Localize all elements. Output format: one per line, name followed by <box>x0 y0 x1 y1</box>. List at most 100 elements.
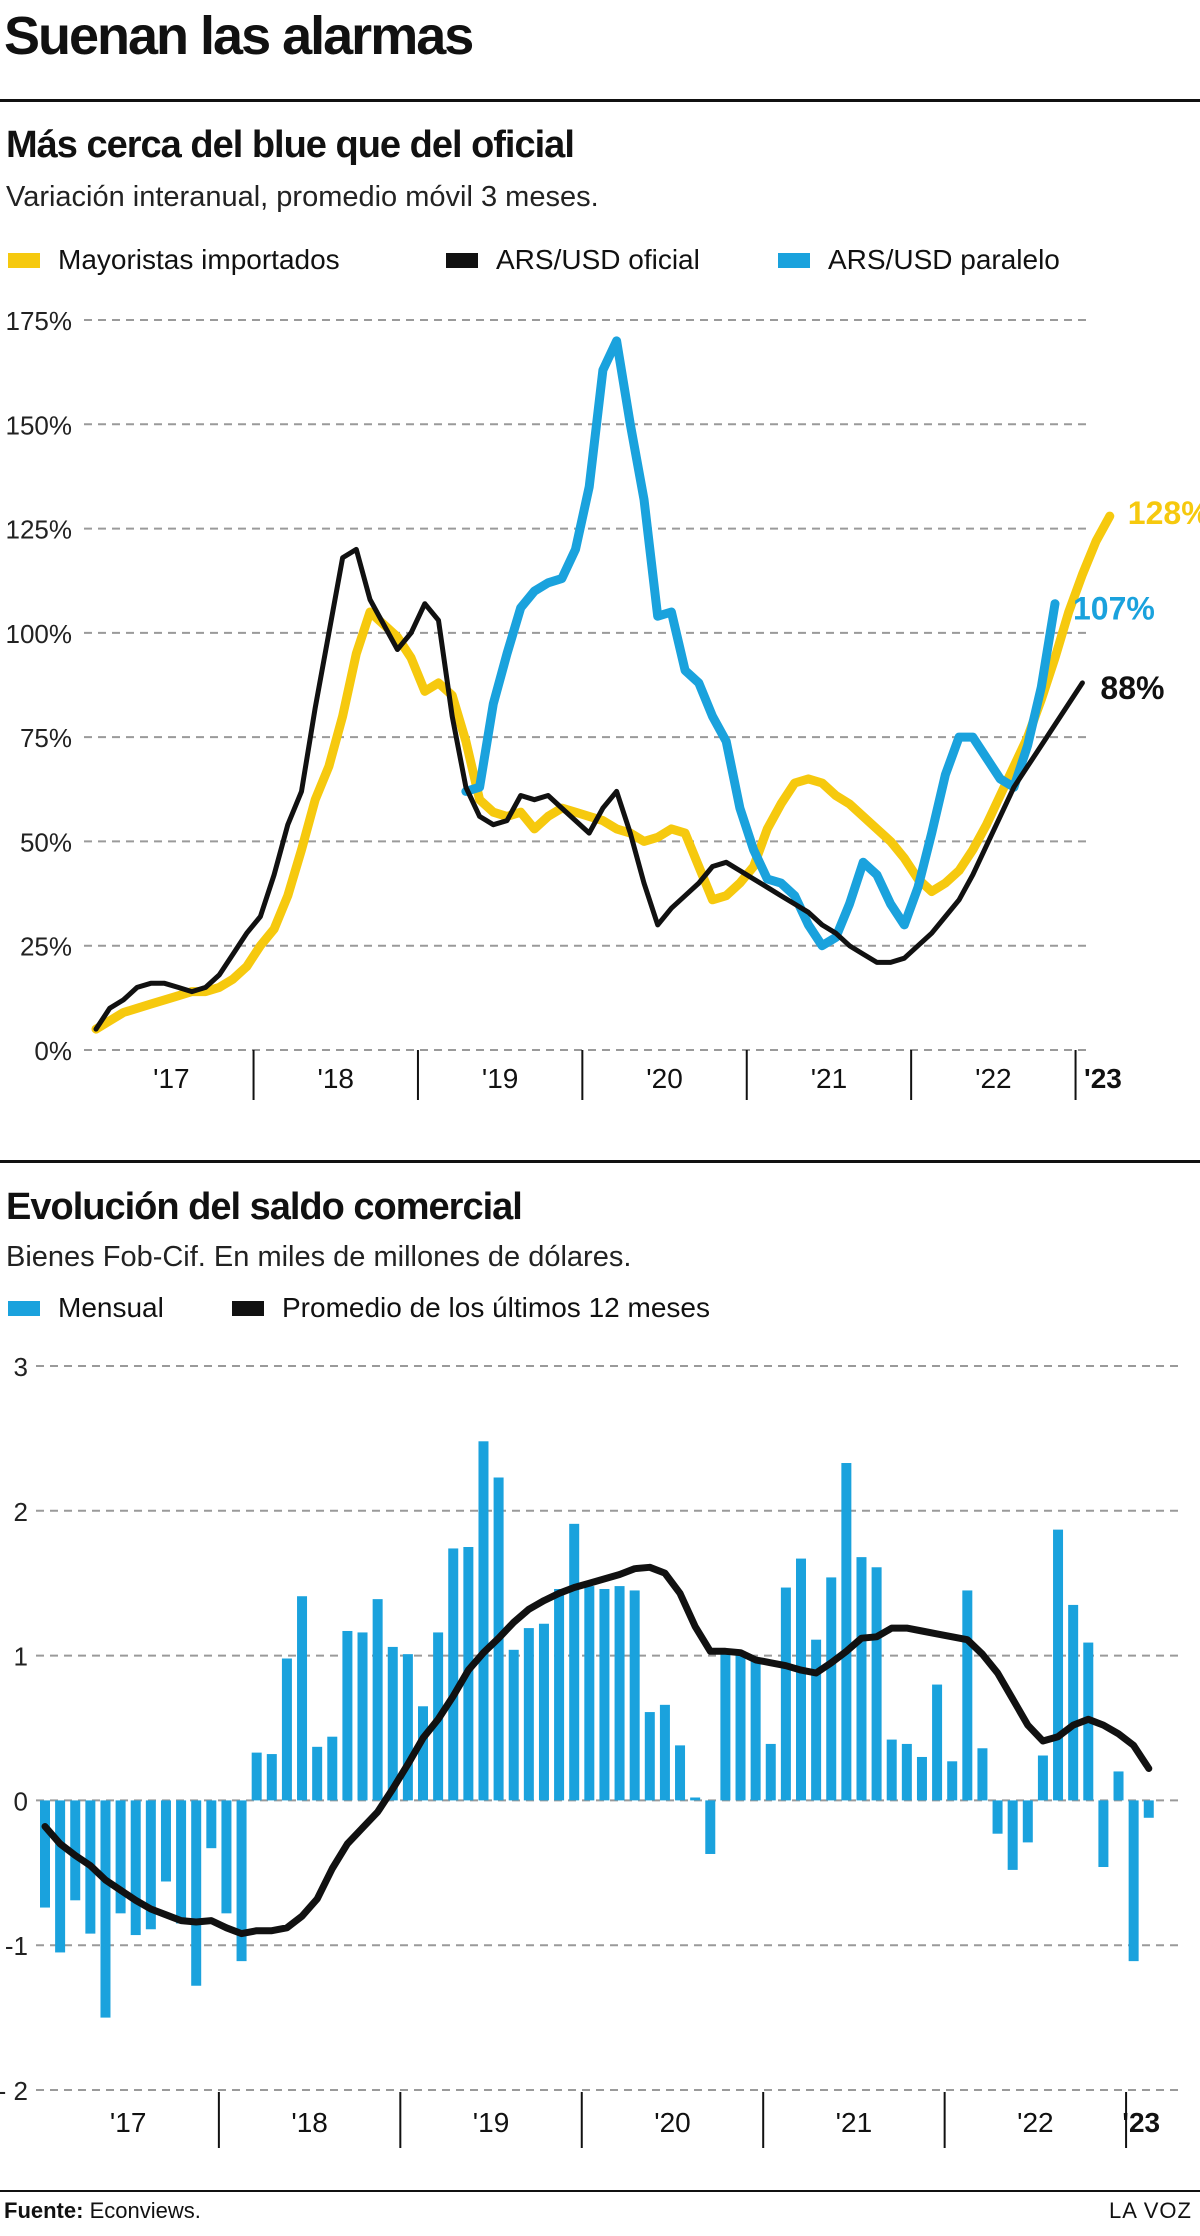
y-tick-label: 25% <box>20 932 72 962</box>
bar <box>705 1800 716 1854</box>
bar <box>962 1590 973 1801</box>
x-tick-label: '21 <box>836 2107 873 2138</box>
bar <box>932 1684 943 1801</box>
chart1-title: Más cerca del blue que del oficial <box>6 124 575 166</box>
source-label: Fuente: <box>4 2198 84 2223</box>
bar <box>508 1649 519 1801</box>
bar <box>796 1558 806 1801</box>
bar <box>357 1632 368 1801</box>
bar <box>614 1586 625 1801</box>
bar <box>765 1743 776 1801</box>
bar <box>387 1646 398 1801</box>
chart2-legend: Mensual Promedio de los últimos 12 meses <box>0 1288 1200 1328</box>
bar <box>191 1800 202 1986</box>
x-tick-label: '18 <box>291 2107 328 2138</box>
legend-label: Mensual <box>58 1292 164 1323</box>
middle-divider <box>0 1160 1200 1163</box>
bar <box>372 1599 383 1801</box>
bar <box>236 1800 247 1962</box>
bar <box>145 1800 156 1930</box>
chart2-plot: - 2 -1 0 1 2 3 '17 '18 '19 '20 '21 '22 '23 <box>0 1352 1184 2148</box>
bar <box>297 1596 308 1801</box>
bar <box>977 1748 988 1801</box>
bar <box>690 1797 701 1801</box>
bar <box>659 1704 670 1801</box>
legend-item-paralelo: ARS/USD paralelo <box>778 240 1060 280</box>
bar <box>312 1746 323 1801</box>
x-tick-label: '21 <box>811 1063 848 1094</box>
y-tick-label: -1 <box>5 1931 28 1961</box>
legend-item-mensual: Mensual <box>8 1288 164 1328</box>
bar <box>1007 1800 1018 1870</box>
footer-brand: LA VOZ <box>1108 2198 1192 2223</box>
bar <box>886 1739 897 1801</box>
bar <box>100 1800 111 2018</box>
y-tick-label: 100% <box>6 619 73 649</box>
bar <box>599 1588 610 1801</box>
legend-swatch <box>8 252 40 268</box>
bar <box>523 1628 534 1801</box>
y-tick-label: 75% <box>20 723 72 753</box>
x-tick-label: '18 <box>318 1063 355 1094</box>
chart2-subtitle: Bienes Fob-Cif. En miles de millones de … <box>6 1241 632 1273</box>
top-divider <box>0 99 1200 102</box>
bar <box>448 1548 459 1801</box>
chart1-subtitle: Variación interanual, promedio móvil 3 m… <box>6 181 599 213</box>
legend-swatch <box>232 1300 264 1316</box>
bar <box>418 1706 428 1801</box>
bar <box>221 1800 232 1914</box>
y-tick-label: 125% <box>6 515 73 545</box>
x-tick-label: '20 <box>654 2107 691 2138</box>
y-tick-label: 0% <box>34 1036 72 1066</box>
bar <box>70 1800 81 1901</box>
bar <box>1113 1771 1124 1801</box>
x-tick-label: '20 <box>646 1063 683 1094</box>
bar <box>1037 1755 1048 1801</box>
series-line-average <box>41 1563 1153 1938</box>
bar <box>160 1800 171 1882</box>
x-tick-label: '17 <box>110 2107 147 2138</box>
bar <box>871 1567 882 1801</box>
bar <box>130 1800 141 1936</box>
bar <box>992 1800 1003 1834</box>
x-tick-label: '17 <box>153 1063 190 1094</box>
bar <box>554 1588 565 1801</box>
x-tick-label: '19 <box>482 1063 519 1094</box>
bar <box>1128 1800 1139 1962</box>
bar <box>856 1557 867 1801</box>
legend-label: ARS/USD paralelo <box>828 244 1060 275</box>
bar <box>281 1658 292 1801</box>
series-end-label: 88% <box>1100 670 1164 706</box>
bar <box>342 1630 353 1801</box>
bar <box>947 1761 958 1801</box>
series-end-label: 128% <box>1128 495 1200 531</box>
y-tick-label: 150% <box>6 410 73 440</box>
x-tick-label: '22 <box>1017 2107 1054 2138</box>
y-tick-label: 0 <box>14 1786 28 1816</box>
bar <box>402 1654 413 1801</box>
bar <box>1053 1529 1064 1801</box>
bar <box>55 1800 66 1953</box>
x-tick-label: '23 <box>1122 2107 1160 2138</box>
legend-item-oficial: ARS/USD oficial <box>446 240 700 280</box>
y-tick-label: - 2 <box>0 2076 28 2106</box>
bar <box>811 1639 822 1801</box>
bar <box>569 1523 580 1801</box>
chart1-plot: 0% 25% 50% 75% 100% 125% 150% 175% '17 '18 '19 '20 '… <box>6 306 1200 1100</box>
footer-source: Fuente: Econviews. <box>4 2196 201 2226</box>
bar <box>841 1463 852 1801</box>
bar <box>206 1800 217 1849</box>
bar <box>266 1754 277 1801</box>
y-tick-label: 3 <box>14 1352 28 1382</box>
legend-item-mayoristas: Mayoristas importados <box>8 240 340 280</box>
bar <box>1143 1800 1154 1818</box>
bar <box>901 1743 912 1801</box>
bar <box>780 1587 791 1801</box>
bar <box>720 1654 731 1801</box>
chart1-legend: Mayoristas importados ARS/USD oficial AR… <box>0 240 1200 280</box>
bar <box>675 1745 686 1801</box>
source-value: Econviews. <box>83 2198 201 2223</box>
bar <box>735 1654 746 1801</box>
bar <box>115 1800 126 1914</box>
bar <box>750 1659 761 1801</box>
